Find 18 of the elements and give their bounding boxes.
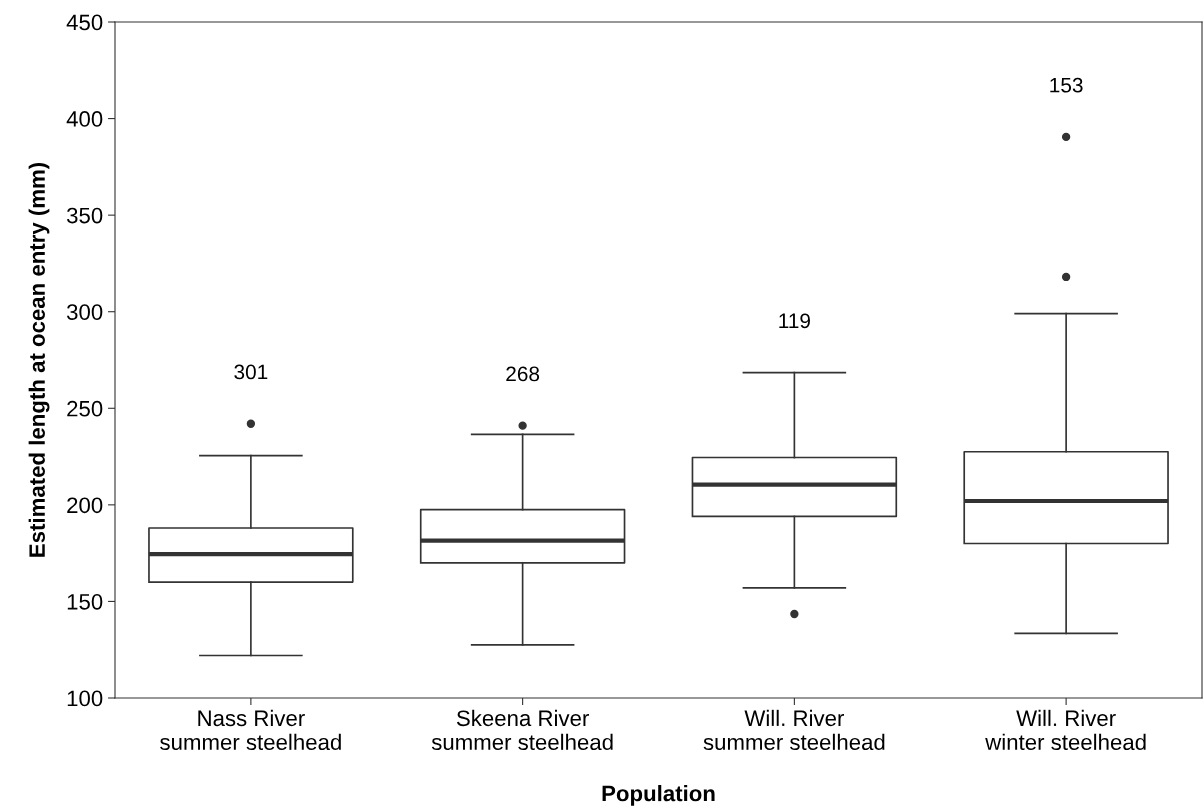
x-tick-label: Will. River winter steelhead xyxy=(985,709,1146,751)
annotation: 301 xyxy=(234,364,268,380)
y-tick-label: 300 xyxy=(66,304,103,320)
annotation: 119 xyxy=(779,313,810,329)
x-axis-title: Population xyxy=(602,785,715,806)
x-tick-label: Will. River summer steelhead xyxy=(703,709,885,751)
y-tick-label: 400 xyxy=(66,111,103,127)
y-tick-label: 100 xyxy=(67,690,103,707)
y-tick-label: 350 xyxy=(66,207,103,224)
y-tick-label: 250 xyxy=(67,400,103,417)
y-tick-label: 200 xyxy=(67,497,103,514)
y-axis-title: Estimated length at ocean entry (mm) xyxy=(28,162,50,557)
x-tick-label: Skeena River summer steelhead xyxy=(431,709,613,751)
annotation: 153 xyxy=(1050,77,1083,93)
y-tick-label: 150 xyxy=(67,593,103,610)
y-tick-label: 450 xyxy=(66,14,103,31)
x-tick-label: Nass River summer steelhead xyxy=(160,709,341,751)
annotation: 268 xyxy=(506,366,540,382)
